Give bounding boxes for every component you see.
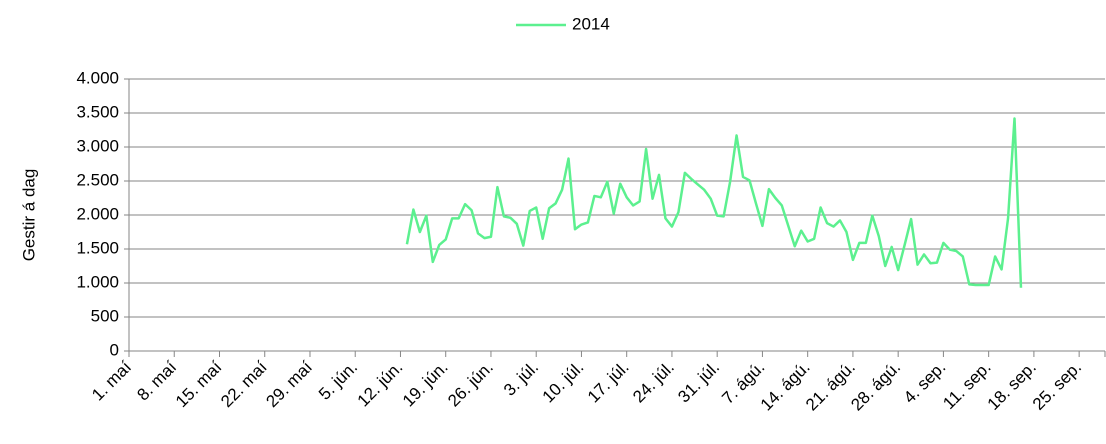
x-tick-label: 18. sep.: [984, 358, 1040, 414]
legend-label: 2014: [572, 14, 610, 33]
y-tick-label: 500: [91, 306, 119, 325]
x-tick-label: 29. maí: [262, 357, 316, 411]
y-tick-label: 1.500: [76, 238, 119, 257]
y-tick-label: 3.000: [76, 136, 119, 155]
x-tick-label: 15. maí: [172, 357, 226, 411]
x-tick-label: 1. maí: [88, 357, 135, 404]
x-tick-label: 19. jún.: [399, 358, 452, 411]
y-tick-label: 0: [110, 340, 119, 359]
x-tick-label: 10. júl.: [539, 358, 588, 407]
y-tick-label: 2.000: [76, 204, 119, 223]
data-line: [405, 117, 1023, 288]
y-tick-label: 3.500: [76, 102, 119, 121]
y-tick-label: 2.500: [76, 170, 119, 189]
x-tick-label: 21. ágú.: [802, 358, 859, 415]
x-tick-label: 31. júl.: [674, 358, 723, 407]
x-tick-label: 14. ágú.: [757, 358, 814, 415]
x-tick-label: 25. sep.: [1029, 358, 1085, 414]
y-axis-label: Gestir á dag: [19, 169, 38, 262]
x-tick-label: 26. jún.: [444, 358, 497, 411]
x-tick-label: 28. ágú.: [847, 358, 904, 415]
x-tick-label: 3. júl.: [500, 358, 542, 400]
x-tick-label: 22. maí: [217, 357, 271, 411]
y-tick-label: 4.000: [76, 68, 119, 87]
y-tick-label: 1.000: [76, 272, 119, 291]
x-tick-label: 17. júl.: [584, 358, 633, 407]
x-tick-label: 24. júl.: [629, 358, 678, 407]
x-tick-label: 11. sep.: [939, 358, 994, 413]
x-tick-label: 12. jún.: [354, 358, 407, 411]
